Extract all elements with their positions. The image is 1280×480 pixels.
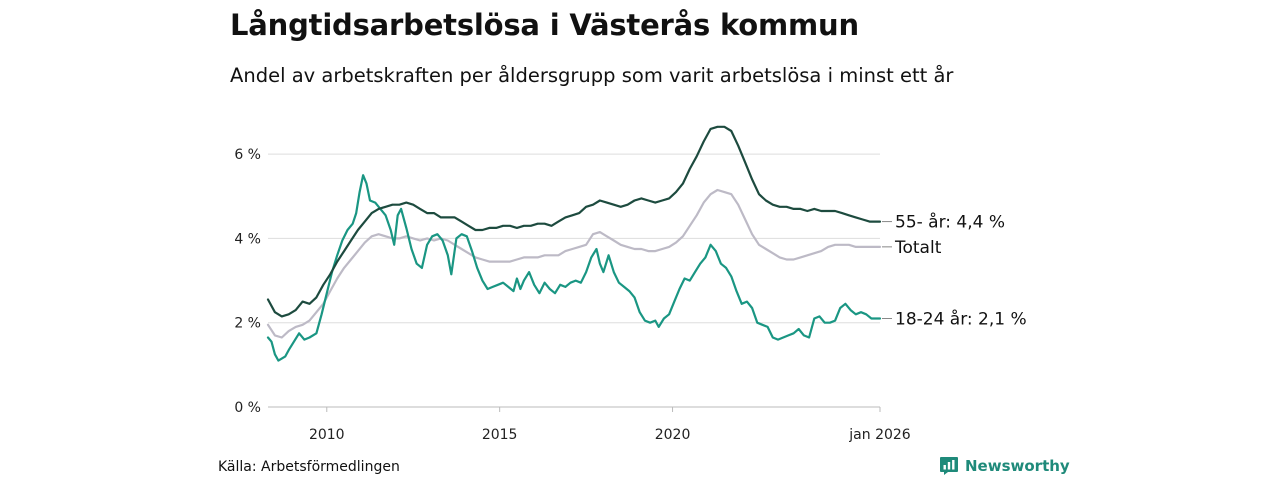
y-tick-label: 2 % (234, 316, 261, 332)
chart-subtitle: Andel av arbetskraften per åldersgrupp s… (230, 64, 954, 87)
series-end-label: 55- år: 4,4 % (895, 212, 1005, 233)
y-tick-label: 4 % (234, 231, 261, 247)
y-tick-label: 6 % (234, 147, 261, 163)
x-tick-label: 2015 (482, 427, 518, 443)
brand-logo: Newsworthy (939, 456, 1070, 476)
y-tick-label: 0 % (234, 400, 261, 416)
x-tick-label: 2020 (655, 427, 691, 443)
x-tick-label: jan 2026 (848, 427, 911, 443)
series-end-label: Totalt (894, 238, 942, 258)
x-tick-label: 2010 (309, 427, 345, 443)
series-end-label: 18-24 år: 2,1 % (895, 309, 1027, 330)
series-line-1 (266, 188, 882, 339)
brand-name: Newsworthy (965, 457, 1070, 475)
series-line-2 (266, 174, 882, 362)
bar-chart-logo-icon (940, 457, 958, 475)
series-end-labels: 55- år: 4,4 % Totalt 18-24 år: 2,1 % (882, 212, 1027, 330)
series-lines (266, 125, 882, 362)
chart-title: Långtidsarbetslösa i Västerås kommun (230, 8, 859, 42)
source-note: Källa: Arbetsförmedlingen (218, 459, 400, 475)
series-line-0 (266, 125, 882, 318)
axes: 0 % 2 % 4 % 6 % 2010 2015 2020 jan 2026 (234, 147, 910, 443)
